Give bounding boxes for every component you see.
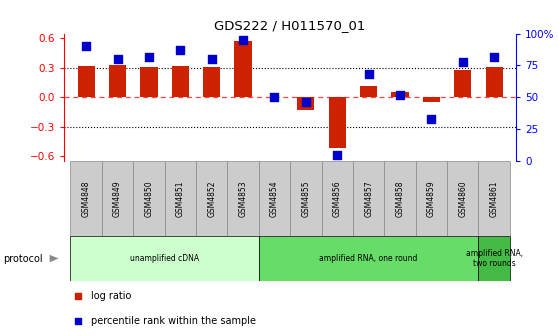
Bar (78, 66, 95, 97)
Text: GSM4855: GSM4855 (301, 180, 310, 217)
Bar (454, 70, 472, 97)
Bar (353, 161, 384, 236)
Point (207, 56, 216, 62)
Text: protocol: protocol (3, 253, 42, 263)
Text: GSM4854: GSM4854 (270, 180, 279, 217)
Point (73, 294, 82, 299)
Bar (165, 161, 196, 236)
Point (176, 47, 185, 53)
Bar (329, 97, 346, 148)
Text: GSM4853: GSM4853 (239, 180, 248, 217)
Text: GSM4860: GSM4860 (458, 180, 467, 217)
Title: GDS222 / H011570_01: GDS222 / H011570_01 (214, 19, 366, 33)
Bar (479, 161, 510, 236)
Point (427, 116, 436, 122)
Text: GSM4861: GSM4861 (490, 180, 499, 217)
Point (73, 318, 82, 323)
Bar (228, 161, 259, 236)
Bar (416, 161, 447, 236)
Text: amplified RNA, one round: amplified RNA, one round (319, 254, 418, 263)
Text: unamplified cDNA: unamplified cDNA (130, 254, 199, 263)
Bar (203, 67, 220, 97)
Bar (259, 161, 290, 236)
Bar (384, 161, 416, 236)
Point (333, 152, 341, 157)
Point (113, 56, 122, 62)
Point (458, 59, 467, 64)
Bar (140, 67, 157, 97)
Point (396, 92, 405, 97)
Bar (102, 161, 133, 236)
Bar (290, 161, 321, 236)
Text: GSM4852: GSM4852 (207, 180, 216, 217)
Bar (70, 161, 102, 236)
Bar (391, 92, 408, 97)
Bar (259, 236, 479, 281)
Bar (234, 41, 252, 97)
Bar (321, 161, 353, 236)
Text: GSM4851: GSM4851 (176, 180, 185, 217)
Bar (423, 97, 440, 102)
Bar (479, 236, 510, 281)
Text: amplified RNA,
two rounds: amplified RNA, two rounds (465, 249, 523, 268)
Text: GSM4849: GSM4849 (113, 180, 122, 217)
Text: log ratio: log ratio (92, 291, 132, 301)
Point (239, 37, 248, 43)
Bar (485, 67, 503, 97)
Bar (70, 236, 259, 281)
Point (490, 54, 499, 59)
Bar (360, 86, 377, 97)
Bar (109, 65, 126, 97)
Bar (133, 161, 165, 236)
Point (301, 100, 310, 105)
Bar (297, 97, 315, 110)
Bar (196, 161, 228, 236)
Point (81, 44, 90, 49)
Text: GSM4857: GSM4857 (364, 180, 373, 217)
Bar (172, 66, 189, 97)
Point (270, 95, 279, 100)
Point (145, 54, 153, 59)
Text: percentile rank within the sample: percentile rank within the sample (92, 316, 256, 326)
Text: GSM4856: GSM4856 (333, 180, 341, 217)
Bar (447, 161, 479, 236)
Text: GSM4848: GSM4848 (81, 180, 90, 217)
Text: GSM4858: GSM4858 (396, 180, 405, 217)
Text: GSM4859: GSM4859 (427, 180, 436, 217)
Text: GSM4850: GSM4850 (145, 180, 153, 217)
Point (364, 72, 373, 77)
